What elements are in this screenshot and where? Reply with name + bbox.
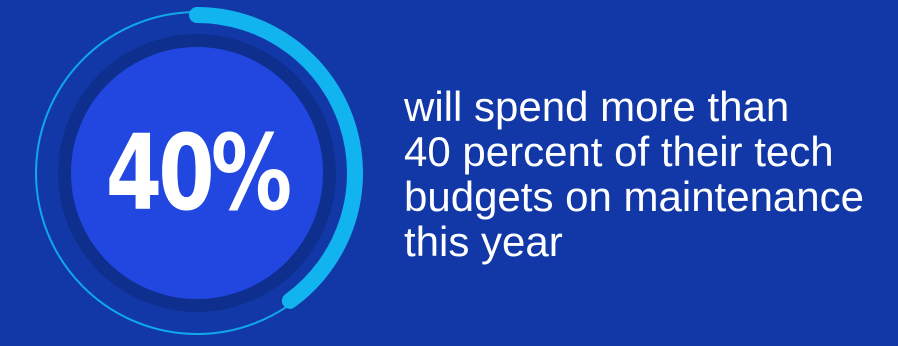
caption-text: will spend more than 40 percent of their… [404, 84, 894, 264]
caption-line: will spend more than [404, 83, 790, 130]
caption-line: budgets on maintenance [404, 173, 865, 220]
progress-ring-graphic [35, 7, 363, 335]
caption-line: this year [404, 218, 563, 265]
percentage-value: 40% [105, 112, 292, 234]
progress-arc [189, 7, 363, 309]
inner-disc [71, 47, 323, 299]
caption-line: 40 percent of their tech [404, 128, 834, 175]
progress-ring: 40% [0, 0, 400, 346]
